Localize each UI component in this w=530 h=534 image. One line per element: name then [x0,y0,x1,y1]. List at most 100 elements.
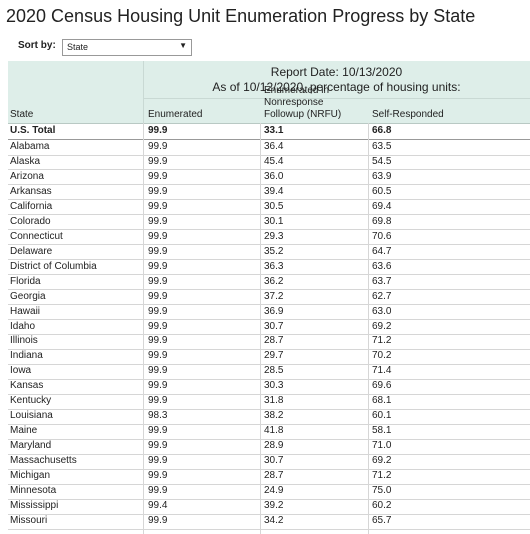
row-border [8,393,530,395]
table-cell: 63.6 [372,260,392,272]
row-border [8,363,530,365]
table-cell: 69.2 [372,320,392,332]
table-cell: 30.3 [264,380,284,392]
table-cell: Idaho [10,320,36,332]
row-border [8,199,530,201]
table-cell: 99.9 [148,215,168,227]
table-cell: Arizona [10,170,44,182]
table-cell: 99.9 [148,365,168,377]
header-divider [143,61,144,123]
table-cell: 24.9 [264,485,284,497]
table-cell: Massachusetts [10,455,77,467]
table-cell: 45.4 [264,155,284,167]
column-divider [368,123,369,534]
table-cell: Indiana [10,350,43,362]
sort-dropdown[interactable]: State ▼ [62,39,192,56]
table-cell: 63.9 [372,170,392,182]
row-border [8,214,530,216]
table-cell: 71.4 [372,365,392,377]
table-cell: 41.8 [264,425,284,437]
table-cell: 99.9 [148,380,168,392]
column-header: State [10,109,34,120]
table-cell: Connecticut [10,230,63,242]
table-cell: 99.9 [148,230,168,242]
row-border [8,334,530,336]
table-cell: 99.9 [148,440,168,452]
table-cell: 34.2 [264,515,284,526]
table-cell: Delaware [10,245,53,257]
row-border [8,423,530,425]
table-cell: 36.2 [264,275,284,287]
table-cell: 54.5 [372,155,392,167]
table-cell: Georgia [10,290,46,302]
table-cell: 69.2 [372,455,392,467]
sort-value: State [67,42,89,52]
table-cell: Louisiana [10,410,53,422]
table-cell: 70.2 [372,350,392,362]
table-cell: 60.5 [372,185,392,197]
table-cell: 65.7 [372,515,392,526]
table-cell: 36.9 [264,305,284,317]
report-note: As of 10/12/2020, percentage of housing … [212,80,461,94]
table-cell: 69.4 [372,200,392,212]
table-cell: 28.7 [264,470,284,482]
column-divider [143,123,144,534]
table-cell: 30.1 [264,215,284,227]
row-border [8,378,530,380]
table-cell: 99.9 [148,320,168,332]
row-border [8,468,530,470]
table-cell: Michigan [10,470,51,482]
table-cell: 28.7 [264,335,284,347]
table-cell: 37.2 [264,290,284,302]
row-border [8,123,530,124]
row-border [8,513,530,515]
total-cell: U.S. Total [10,125,56,136]
row-border [8,319,530,321]
table-cell: Florida [10,275,41,287]
table-cell: 70.6 [372,230,392,242]
table-cell: 30.7 [264,455,284,467]
row-border [8,274,530,276]
table-cell: 28.5 [264,365,284,377]
table-cell: 75.0 [372,485,392,497]
table-cell: District of Columbia [10,260,97,272]
table-cell: 39.4 [264,185,284,197]
table-cell: Minnesota [10,485,57,497]
header-divider [143,98,530,99]
table-cell: 99.9 [148,425,168,437]
table-cell: 69.8 [372,215,392,227]
table-cell: 36.4 [264,141,284,152]
column-header: Enumerated [148,109,203,120]
table-cell: Alabama [10,141,50,152]
report-date: Report Date: 10/13/2020 [270,65,403,79]
table-cell: 71.2 [372,335,392,347]
table-cell: 99.9 [148,245,168,257]
table-cell: 36.3 [264,260,284,272]
table-cell: 98.3 [148,410,168,422]
row-border [8,169,530,171]
row-border [8,438,530,440]
table-cell: 63.7 [372,275,392,287]
table-cell: 99.9 [148,335,168,347]
column-header: Enumerated in Nonresponse Followup (NRFU… [264,85,342,120]
table-cell: 30.5 [264,200,284,212]
row-border [8,259,530,261]
table-cell: 68.1 [372,395,392,407]
table-cell: 60.2 [372,500,392,512]
total-cell: 33.1 [264,125,284,136]
table-cell: California [10,200,53,212]
table-cell: Arkansas [10,185,52,197]
table-cell: 99.9 [148,185,168,197]
table-cell: 99.9 [148,305,168,317]
table-cell: 35.2 [264,245,284,257]
row-border [8,408,530,410]
total-cell: 99.9 [148,125,168,136]
table-cell: 99.9 [148,170,168,182]
table-cell: 62.7 [372,290,392,302]
table-cell: 30.7 [264,320,284,332]
table-cell: Kansas [10,380,44,392]
table-cell: 60.1 [372,410,392,422]
table-cell: 99.9 [148,200,168,212]
table-cell: 99.9 [148,485,168,497]
